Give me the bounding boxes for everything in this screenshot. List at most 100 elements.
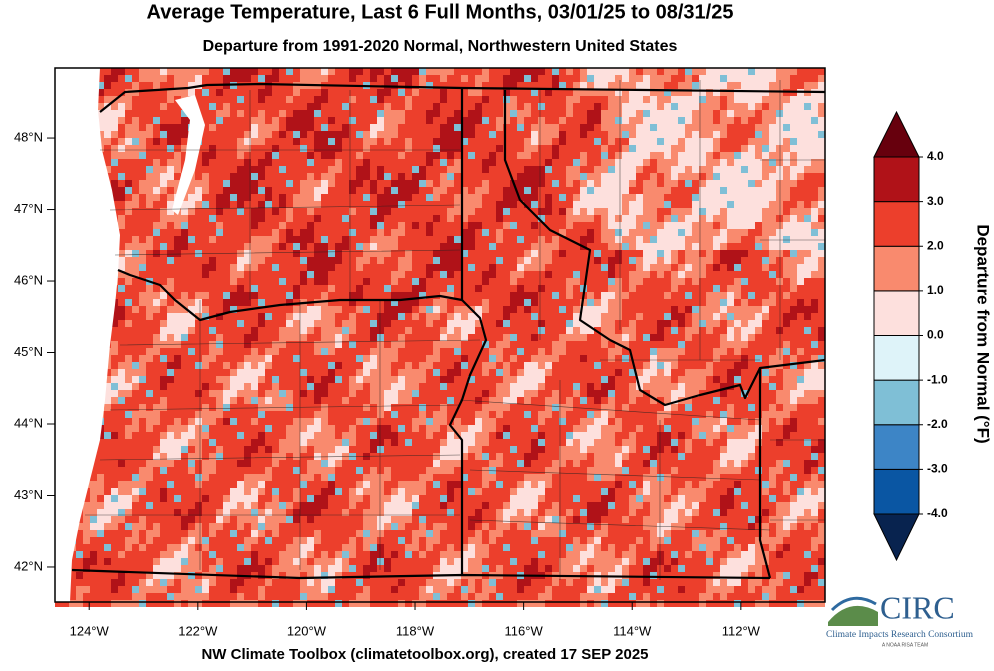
map-cell <box>433 89 440 96</box>
map-cell <box>216 362 223 369</box>
map-cell <box>510 194 517 201</box>
map-cell <box>664 376 671 383</box>
map-cell <box>111 117 118 124</box>
map-cell <box>377 166 384 173</box>
map-cell <box>426 257 433 264</box>
map-cell <box>475 306 482 313</box>
map-cell <box>713 327 720 334</box>
map-cell <box>454 201 461 208</box>
map-cell <box>748 264 755 271</box>
map-cell <box>447 117 454 124</box>
map-cell <box>118 306 125 313</box>
map-cell <box>426 327 433 334</box>
map-cell <box>209 355 216 362</box>
map-cell <box>223 208 230 215</box>
map-cell <box>216 306 223 313</box>
map-cell <box>594 243 601 250</box>
map-cell <box>132 145 139 152</box>
map-cell <box>160 320 167 327</box>
map-cell <box>139 327 146 334</box>
map-cell <box>482 236 489 243</box>
map-cell <box>531 131 538 138</box>
map-cell <box>804 341 811 348</box>
map-cell <box>447 159 454 166</box>
map-cell <box>643 96 650 103</box>
map-cell <box>482 327 489 334</box>
map-cell <box>573 369 580 376</box>
map-cell <box>531 229 538 236</box>
map-cell <box>552 75 559 82</box>
map-cell <box>636 376 643 383</box>
map-cell <box>272 215 279 222</box>
map-cell <box>797 222 804 229</box>
map-cell <box>734 299 741 306</box>
map-cell <box>755 194 762 201</box>
map-cell <box>244 257 251 264</box>
map-cell <box>804 348 811 355</box>
map-cell <box>111 348 118 355</box>
map-cell <box>531 103 538 110</box>
map-cell <box>699 145 706 152</box>
map-cell <box>139 194 146 201</box>
map-cell <box>755 89 762 96</box>
map-cell <box>629 180 636 187</box>
map-cell <box>601 166 608 173</box>
map-cell <box>741 159 748 166</box>
map-cell <box>349 68 356 75</box>
map-cell <box>146 327 153 334</box>
map-cell <box>300 208 307 215</box>
map-cell <box>615 187 622 194</box>
map-cell <box>335 180 342 187</box>
map-cell <box>125 82 132 89</box>
map-cell <box>377 145 384 152</box>
map-cell <box>482 243 489 250</box>
map-cell <box>335 313 342 320</box>
map-cell <box>265 138 272 145</box>
map-cell <box>573 110 580 117</box>
map-cell <box>328 292 335 299</box>
map-cell <box>804 264 811 271</box>
map-cell <box>328 369 335 376</box>
map-cell <box>237 285 244 292</box>
map-cell <box>587 257 594 264</box>
map-cell <box>748 327 755 334</box>
map-cell <box>741 334 748 341</box>
map-cell <box>398 271 405 278</box>
map-cell <box>629 327 636 334</box>
map-cell <box>412 341 419 348</box>
map-cell <box>251 334 258 341</box>
map-cell <box>720 250 727 257</box>
map-cell <box>328 320 335 327</box>
map-cell <box>608 306 615 313</box>
map-cell <box>811 229 818 236</box>
map-cell <box>524 166 531 173</box>
map-cell <box>265 334 272 341</box>
map-cell <box>580 222 587 229</box>
map-cell <box>734 334 741 341</box>
map-cell <box>279 152 286 159</box>
map-cell <box>160 229 167 236</box>
map-cell <box>419 264 426 271</box>
map-cell <box>545 194 552 201</box>
map-cell <box>657 327 664 334</box>
map-cell <box>349 383 356 390</box>
map-cell <box>797 355 804 362</box>
map-cell <box>146 208 153 215</box>
map-cell <box>727 334 734 341</box>
map-cell <box>769 236 776 243</box>
map-cell <box>461 362 468 369</box>
map-cell <box>391 180 398 187</box>
map-cell <box>195 166 202 173</box>
map-cell <box>321 229 328 236</box>
map-cell <box>146 243 153 250</box>
map-cell <box>685 103 692 110</box>
map-cell <box>167 355 174 362</box>
map-cell <box>755 271 762 278</box>
map-cell <box>734 152 741 159</box>
map-cell <box>202 103 209 110</box>
map-cell <box>349 89 356 96</box>
map-cell <box>692 82 699 89</box>
map-cell <box>622 138 629 145</box>
map-cell <box>391 138 398 145</box>
map-cell <box>636 369 643 376</box>
